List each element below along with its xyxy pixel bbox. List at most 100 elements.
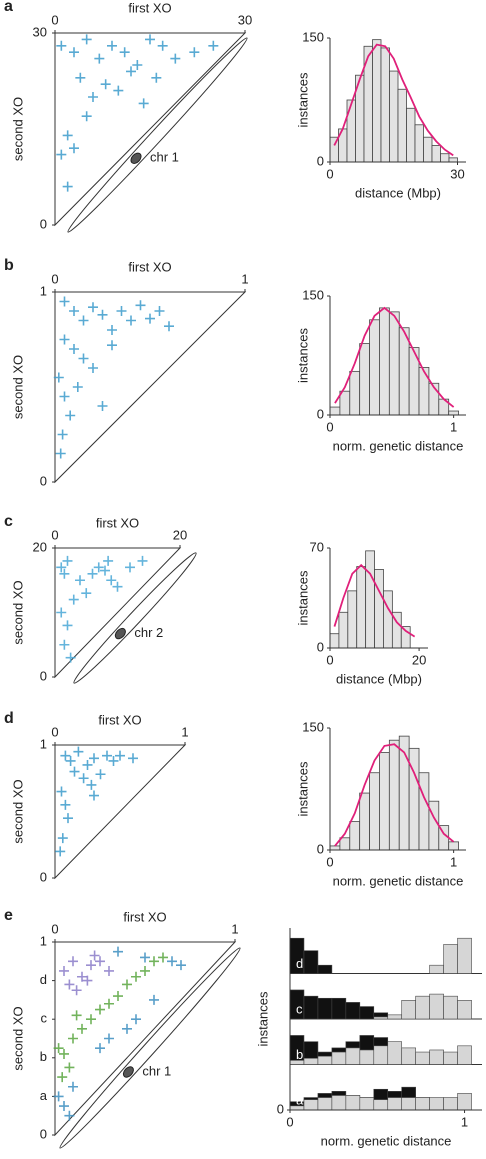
point: [167, 956, 177, 967]
bar: [415, 995, 430, 1020]
y-tick-label: 30: [33, 24, 47, 39]
point: [69, 47, 79, 58]
point: [75, 72, 86, 83]
bar: [388, 311, 400, 416]
point: [176, 960, 186, 971]
bar: [345, 1002, 361, 1020]
y-tick-label: 70: [310, 539, 324, 554]
bar: [415, 1097, 430, 1111]
bar: [401, 1097, 416, 1111]
x-axis-title: first XO: [128, 0, 171, 15]
bar: [401, 1000, 416, 1020]
point: [56, 149, 67, 160]
bar: [359, 1049, 375, 1065]
point: [88, 302, 98, 313]
point: [73, 746, 84, 757]
y-axis-title: second XO: [10, 779, 25, 843]
point: [149, 994, 159, 1005]
point: [94, 53, 105, 64]
point: [60, 750, 71, 761]
point: [104, 965, 114, 976]
point: [128, 753, 138, 764]
bar: [346, 99, 356, 163]
row-label: c: [296, 1001, 303, 1016]
point: [100, 79, 111, 90]
y-tick-label: 1: [40, 283, 47, 298]
point: [89, 753, 99, 764]
bar: [387, 1014, 403, 1020]
y-tick-label: 150: [302, 29, 324, 44]
point: [89, 950, 100, 961]
bar: [372, 39, 382, 163]
bar: [331, 1095, 347, 1111]
point: [140, 965, 150, 976]
y-axis-title: second XO: [10, 355, 25, 419]
y-tick-label: 1: [40, 736, 47, 751]
bar: [329, 406, 341, 416]
point: [116, 306, 127, 316]
bar: [303, 1099, 319, 1111]
point: [125, 562, 135, 573]
point: [86, 1014, 96, 1025]
point: [59, 334, 70, 345]
plot-frame: [54, 941, 237, 1137]
bar: [345, 1047, 361, 1065]
bar: [303, 1057, 319, 1065]
point: [112, 581, 123, 592]
point: [53, 1091, 64, 1102]
bar: [387, 1097, 403, 1111]
row-label: b: [296, 1047, 303, 1062]
point: [62, 181, 73, 192]
x-tick-label: 0: [51, 271, 58, 286]
point: [88, 92, 98, 102]
y-tick-label: 20: [33, 539, 47, 554]
point: [208, 40, 219, 51]
x-tick-label: 1: [181, 724, 188, 739]
bar: [329, 845, 341, 851]
bar: [389, 70, 399, 163]
y-tick-label: 0: [40, 473, 47, 488]
centromere: [114, 627, 126, 640]
point: [95, 1004, 105, 1015]
bar: [406, 107, 416, 163]
bar: [365, 550, 375, 649]
bar: [369, 319, 380, 416]
point: [122, 1023, 132, 1034]
point: [93, 562, 104, 573]
plot-frame: [54, 32, 247, 227]
panel-label: b: [4, 257, 14, 274]
x-tick-label: 0: [326, 652, 333, 667]
panel-label: a: [4, 0, 13, 15]
point: [86, 960, 96, 971]
point: [60, 799, 71, 810]
point: [53, 1043, 64, 1054]
point: [108, 755, 119, 766]
point: [59, 391, 70, 402]
x-axis-title: first XO: [123, 909, 166, 924]
point: [95, 1043, 105, 1054]
point: [100, 565, 110, 576]
point: [59, 568, 70, 579]
point: [56, 786, 67, 797]
row-label: a: [296, 1092, 304, 1107]
point: [77, 971, 87, 982]
y-axis-title: instances: [295, 761, 310, 816]
bar: [356, 566, 367, 649]
bar: [431, 145, 441, 163]
x-tick-label: 0: [326, 166, 333, 181]
point: [59, 1101, 69, 1112]
bar: [359, 343, 370, 416]
point: [68, 594, 79, 605]
point: [154, 306, 165, 316]
point: [62, 620, 73, 631]
point: [65, 652, 76, 663]
bar: [373, 1016, 389, 1020]
y-tick-label: a: [40, 1088, 48, 1103]
bar: [369, 772, 380, 851]
bar: [443, 1097, 458, 1111]
point: [115, 750, 125, 761]
bar: [359, 792, 370, 851]
point: [63, 813, 73, 824]
y-tick-label: 0: [317, 153, 324, 168]
point: [55, 846, 66, 857]
